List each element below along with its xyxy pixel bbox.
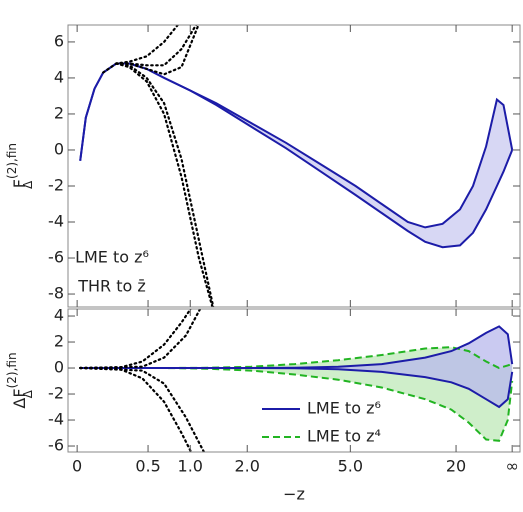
frame xyxy=(67,308,521,453)
x-tick-label: ∞ xyxy=(506,457,519,476)
y-tick-label: -2 xyxy=(48,384,64,403)
line xyxy=(115,25,200,76)
line xyxy=(115,62,215,307)
x-tick-label: 0.5 xyxy=(135,457,160,476)
line xyxy=(115,62,214,307)
band-edge xyxy=(80,367,514,442)
x-axis-label: −z xyxy=(283,485,305,504)
line xyxy=(79,309,192,370)
y-tick-label: -8 xyxy=(48,284,64,303)
y-tick-label: 4 xyxy=(54,306,64,325)
y-axis-label: F(2),finΔ xyxy=(5,143,35,189)
x-tick-label: 20 xyxy=(446,457,466,476)
line xyxy=(79,309,202,370)
x-tick-label: 2.0 xyxy=(235,457,260,476)
x-tick-label: 1.0 xyxy=(178,457,203,476)
y-axis-label-base: F xyxy=(10,179,29,188)
plot-area xyxy=(79,25,514,307)
y-tick-label: 2 xyxy=(54,332,64,351)
legend-label: LME to z⁶ xyxy=(307,399,381,418)
plot-area xyxy=(79,309,514,452)
y-axis-label-base: ΔF xyxy=(10,388,29,408)
band-edge xyxy=(80,367,514,409)
y-tick-label: -6 xyxy=(48,436,64,455)
y-tick-label: 6 xyxy=(54,31,64,50)
y-axis-label-sub: Δ xyxy=(21,389,35,398)
annotation: THR to z̄ xyxy=(77,277,146,296)
band-fill xyxy=(80,63,513,248)
y-axis-label-sub: Δ xyxy=(21,180,35,189)
y-tick-label: 0 xyxy=(54,139,64,158)
y-tick-label: -6 xyxy=(48,248,64,267)
y-tick-label: -4 xyxy=(48,212,64,231)
band-edge xyxy=(79,62,514,229)
x-tick-label: 5.0 xyxy=(338,457,363,476)
legend-label: LME to z⁴ xyxy=(307,427,381,446)
line xyxy=(115,25,198,67)
y-axis-label: ΔF(2),finΔ xyxy=(5,352,35,408)
line xyxy=(79,366,193,452)
y-tick-label: 4 xyxy=(54,67,64,86)
band-fill xyxy=(80,326,513,407)
y-axis-label-sup: (2),fin xyxy=(5,143,19,179)
band-edge xyxy=(80,346,513,370)
x-tick-label: 0 xyxy=(72,457,82,476)
y-tick-label: -4 xyxy=(48,410,64,429)
line xyxy=(102,25,180,74)
annotation: LME to z⁶ xyxy=(75,248,149,267)
band-edge xyxy=(79,62,514,249)
frame xyxy=(67,24,521,308)
y-tick-label: 0 xyxy=(54,358,64,377)
y-tick-label: 2 xyxy=(54,103,64,122)
y-axis-label-sup: (2),fin xyxy=(5,352,19,388)
y-tick-label: -2 xyxy=(48,175,64,194)
line xyxy=(79,366,206,452)
